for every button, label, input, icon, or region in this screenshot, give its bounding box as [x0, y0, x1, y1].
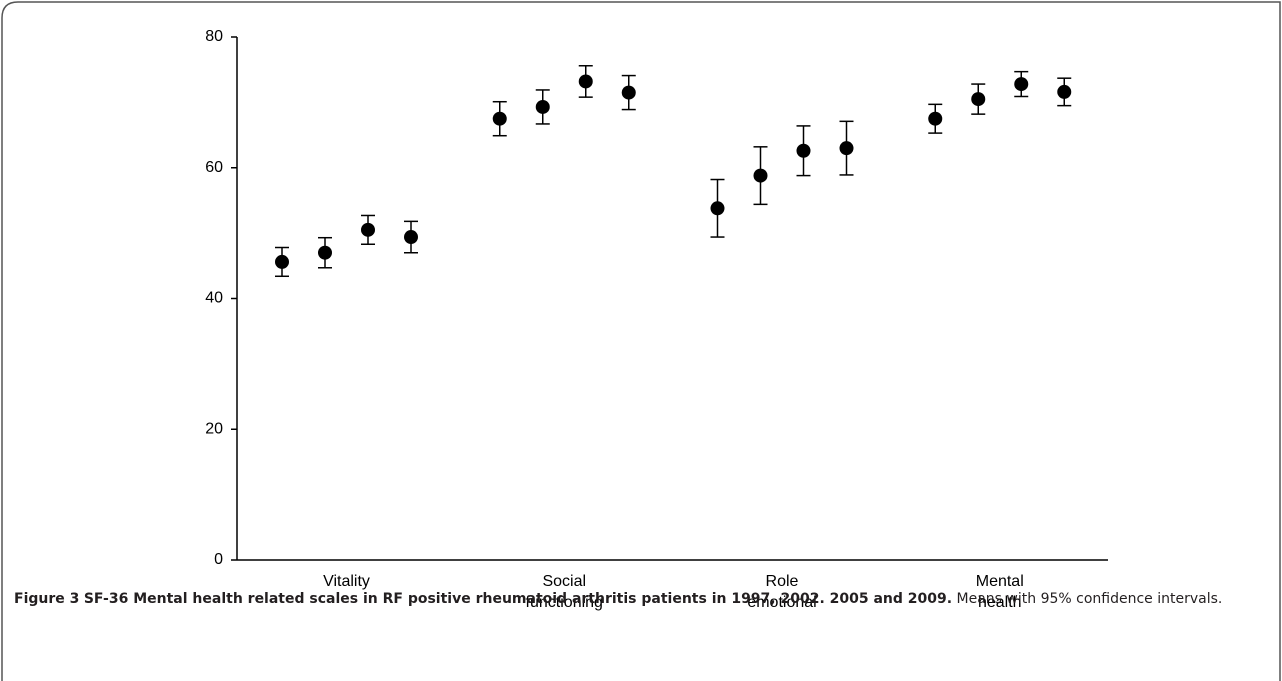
point	[796, 143, 811, 158]
x-tick-label: Vitality	[323, 573, 370, 590]
caption-label: Figure 3	[14, 591, 80, 607]
point	[710, 201, 725, 216]
point	[404, 230, 418, 245]
x-tick-label: Social	[542, 573, 586, 590]
point	[535, 99, 550, 114]
point	[492, 111, 507, 126]
point	[971, 92, 986, 107]
point	[1014, 77, 1029, 92]
y-tick-label: 80	[205, 28, 223, 45]
x-tick-label: functioning	[526, 594, 603, 611]
caption-title: SF-36 Mental health related scales in RF…	[83, 591, 953, 607]
x-tick-label: emotional	[747, 594, 816, 611]
y-tick-label: 40	[205, 290, 223, 307]
caption-text: Means with 95% confidence intervals.	[956, 591, 1223, 607]
point	[361, 222, 375, 237]
point	[839, 141, 854, 156]
x-tick-label: Mental	[976, 573, 1024, 590]
caption: Figure 3 SF-36 Mental health related sca…	[14, 587, 1269, 611]
y-tick-label: 0	[214, 551, 223, 568]
point	[578, 74, 593, 89]
point	[753, 168, 768, 183]
x-tick-label: health	[978, 594, 1022, 611]
y-tick-label: 60	[205, 159, 223, 176]
point	[318, 245, 332, 260]
point	[928, 111, 943, 126]
y-tick-label: 20	[205, 420, 223, 437]
x-tick-label: Role	[766, 573, 799, 590]
point	[621, 85, 636, 100]
point	[1057, 84, 1072, 99]
point	[275, 254, 289, 269]
